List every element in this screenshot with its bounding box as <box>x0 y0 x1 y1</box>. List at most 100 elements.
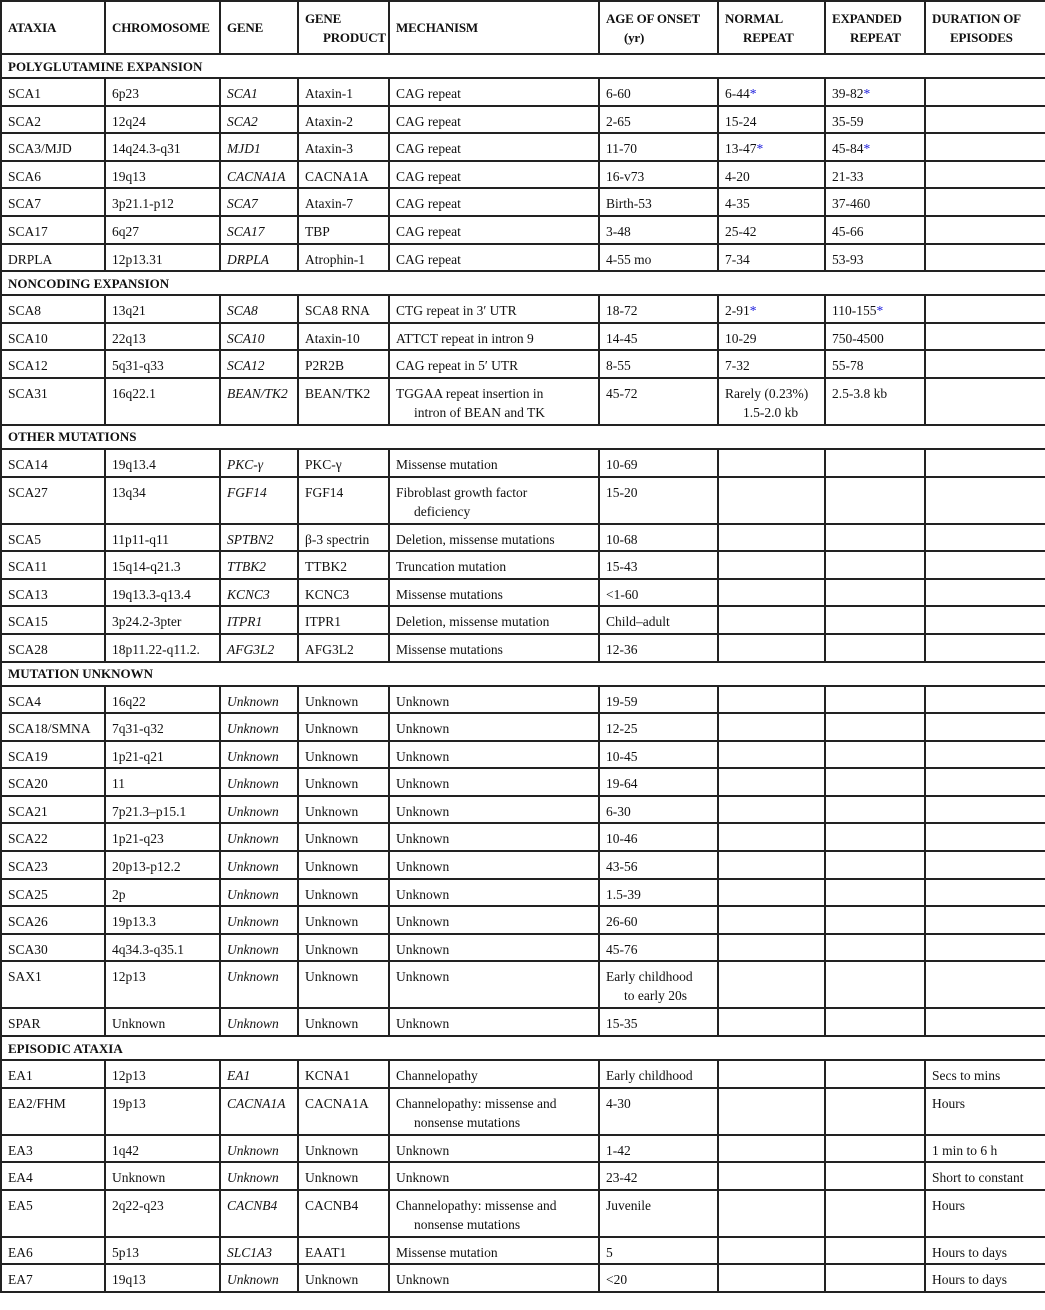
cell-chromosome: 19q13 <box>104 1263 221 1293</box>
cell-gene: Unknown <box>219 1263 299 1293</box>
column-header-gene-product: GENE PRODUCT <box>297 0 390 55</box>
column-header-normal-repeat: NORMAL REPEAT <box>717 0 826 55</box>
cell-normal-repeat <box>717 475 826 525</box>
cell-age-of-onset: 6-30 <box>598 794 719 825</box>
cell-gene-product: Unknown <box>297 739 390 770</box>
cell-expanded-repeat <box>824 475 926 525</box>
footnote-asterisk: * <box>863 141 871 157</box>
cell-normal-repeat <box>717 605 826 635</box>
cell-duration-of-episodes <box>924 475 1045 525</box>
cell-normal-repeat <box>717 1133 826 1164</box>
cell-age-of-onset: 10-46 <box>598 822 719 853</box>
cell-chromosome: 11p11-q11 <box>104 522 221 553</box>
cell-normal-repeat: 15-24 <box>717 104 826 135</box>
cell-age-of-onset: <1-60 <box>598 577 719 608</box>
cell-chromosome: 3p24.2-3pter <box>104 605 221 635</box>
cell-chromosome: 20p13-p12.2 <box>104 850 221 880</box>
cell-mechanism: Unknown <box>388 739 600 770</box>
cell-age-of-onset: <20 <box>598 1263 719 1293</box>
cell-mechanism: Unknown <box>388 684 600 715</box>
cell-duration-of-episodes: 1 min to 6 h <box>924 1133 1045 1164</box>
cell-expanded-repeat: 2.5-3.8 kb <box>824 376 926 426</box>
table-row: SCA20 11 Unknown Unknown Unknown 19-64 <box>0 767 1045 797</box>
cell-ataxia: EA4 <box>0 1161 106 1191</box>
cell-gene-product: BEAN/TK2 <box>297 376 390 426</box>
cell-chromosome: 15q14-q21.3 <box>104 550 221 580</box>
table-row: EA7 19q13 Unknown Unknown Unknown <20 Hours to… <box>0 1263 1045 1293</box>
cell-mechanism: CAG repeat <box>388 77 600 107</box>
cell-gene: SCA17 <box>219 214 299 245</box>
section-title: MUTATION UNKNOWN <box>0 660 1045 687</box>
cell-duration-of-episodes <box>924 739 1045 770</box>
cell-normal-repeat <box>717 1086 826 1136</box>
table-row: SCA18/SMNA 7q31-q32 Unknown Unknown Unknown 1… <box>0 712 1045 742</box>
cell-duration-of-episodes <box>924 712 1045 742</box>
cell-gene-product: Unknown <box>297 877 390 908</box>
cell-gene: Unknown <box>219 1161 299 1191</box>
cell-gene: SPTBN2 <box>219 522 299 553</box>
cell-ataxia: SCA26 <box>0 905 106 935</box>
cell-ataxia: SCA20 <box>0 767 106 797</box>
cell-expanded-repeat <box>824 684 926 715</box>
cell-mechanism: CAG repeat <box>388 104 600 135</box>
cell-age-of-onset: Early childhood <box>598 1059 719 1089</box>
cell-age-of-onset: 16-v73 <box>598 159 719 190</box>
footnote-asterisk: * <box>756 141 764 157</box>
cell-normal-repeat <box>717 877 826 908</box>
cell-age-of-onset: 3-48 <box>598 214 719 245</box>
cell-duration-of-episodes: Hours <box>924 1188 1045 1238</box>
cell-expanded-repeat <box>824 739 926 770</box>
cell-expanded-repeat <box>824 712 926 742</box>
cell-age-of-onset: 12-36 <box>598 632 719 663</box>
cell-gene: CACNB4 <box>219 1188 299 1238</box>
cell-age-of-onset: Birth-53 <box>598 187 719 217</box>
cell-gene-product: KCNC3 <box>297 577 390 608</box>
cell-duration-of-episodes <box>924 242 1045 273</box>
cell-mechanism: Unknown <box>388 1263 600 1293</box>
cell-mechanism: CAG repeat <box>388 132 600 162</box>
cell-gene-product: AFG3L2 <box>297 632 390 663</box>
cell-duration-of-episodes <box>924 447 1045 478</box>
cell-gene: Unknown <box>219 850 299 880</box>
table-row: EA2/FHM 19p13 CACNA1A CACNA1A Channelopathy:… <box>0 1086 1045 1136</box>
cell-age-of-onset: 15-43 <box>598 550 719 580</box>
cell-normal-repeat <box>717 960 826 1010</box>
table-row: SCA7 3p21.1-p12 SCA7 Ataxin-7 CAG repeat Birt… <box>0 187 1045 217</box>
cell-mechanism: Unknown <box>388 1007 600 1038</box>
cell-expanded-repeat <box>824 767 926 797</box>
cell-duration-of-episodes <box>924 577 1045 608</box>
cell-normal-repeat <box>717 1188 826 1238</box>
table-row: SAX1 12p13 Unknown Unknown Unknown Early chil… <box>0 960 1045 1010</box>
table-row: SCA26 19p13.3 Unknown Unknown Unknown 26-60 <box>0 905 1045 935</box>
cell-chromosome: 1q42 <box>104 1133 221 1164</box>
cell-mechanism: Unknown <box>388 767 600 797</box>
cell-mechanism: Deletion, missense mutation <box>388 605 600 635</box>
cell-gene-product: CACNA1A <box>297 159 390 190</box>
cell-chromosome: 11 <box>104 767 221 797</box>
cell-expanded-repeat <box>824 905 926 935</box>
cell-ataxia: SCA6 <box>0 159 106 190</box>
table-row: EA4 Unknown Unknown Unknown Unknown 23-42 Shor… <box>0 1161 1045 1191</box>
cell-gene-product: Ataxin-1 <box>297 77 390 107</box>
cell-gene: Unknown <box>219 822 299 853</box>
cell-chromosome: 3p21.1-p12 <box>104 187 221 217</box>
cell-expanded-repeat <box>824 850 926 880</box>
cell-normal-repeat: 2-91* <box>717 294 826 324</box>
cell-duration-of-episodes: Hours to days <box>924 1263 1045 1293</box>
cell-normal-repeat <box>717 794 826 825</box>
cell-mechanism: Unknown <box>388 1161 600 1191</box>
cell-gene: Unknown <box>219 739 299 770</box>
cell-normal-repeat <box>717 1161 826 1191</box>
cell-normal-repeat <box>717 1263 826 1293</box>
cell-ataxia: EA2/FHM <box>0 1086 106 1136</box>
column-header-mechanism: MECHANISM <box>388 0 600 55</box>
cell-ataxia: SCA15 <box>0 605 106 635</box>
cell-mechanism: CTG repeat in 3′ UTR <box>388 294 600 324</box>
column-header-duration-of-episodes: DURATION OF EPISODES <box>924 0 1045 55</box>
header-row: ATAXIA CHROMOSOME GENE GENE PRODUCT MECHANIS… <box>0 0 1045 55</box>
cell-normal-repeat <box>717 684 826 715</box>
cell-chromosome: 2q22-q23 <box>104 1188 221 1238</box>
cell-mechanism: Channelopathy <box>388 1059 600 1089</box>
cell-gene: MJD1 <box>219 132 299 162</box>
cell-chromosome: 16q22 <box>104 684 221 715</box>
